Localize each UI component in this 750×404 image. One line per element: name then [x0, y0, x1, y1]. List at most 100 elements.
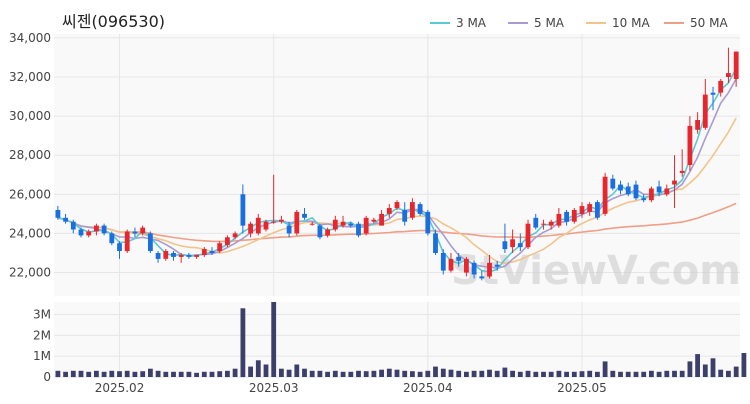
candle-body	[263, 221, 269, 230]
candle-body	[248, 223, 253, 234]
candle-body	[525, 223, 531, 248]
volume-bar	[556, 370, 562, 378]
candle-body	[541, 223, 546, 225]
volume-bar	[101, 371, 107, 377]
candle-body	[371, 219, 377, 222]
volume-bar	[302, 368, 307, 377]
candle-body	[687, 125, 693, 165]
candle-body	[325, 229, 330, 236]
volume-bar	[602, 361, 608, 377]
price-tick-label: 24,000	[9, 226, 51, 240]
volume-bar	[633, 371, 639, 377]
volume-bar	[186, 371, 192, 377]
volume-bar	[86, 371, 92, 377]
volume-bar	[155, 370, 161, 378]
price-panel-background	[54, 34, 740, 296]
candle-body	[209, 251, 215, 253]
volume-bar	[541, 371, 546, 377]
price-tick-label: 22,000	[9, 266, 51, 280]
candle-body	[78, 229, 84, 236]
candle-body	[171, 253, 176, 257]
volume-bar	[263, 364, 269, 377]
volume-bar	[286, 369, 292, 377]
volume-bar	[248, 366, 253, 377]
volume-bar	[641, 371, 647, 377]
candle-body	[217, 243, 223, 251]
ma-50-line	[57, 202, 737, 243]
volume-bar	[394, 369, 400, 377]
legend-label: 5 MA	[534, 16, 565, 30]
volume-bar	[618, 371, 623, 377]
volume-bar	[70, 370, 76, 378]
candle-body	[302, 213, 307, 218]
volume-bar	[448, 369, 454, 377]
volume-bar	[309, 370, 315, 378]
volume-bar	[656, 371, 662, 377]
candle-body	[109, 233, 115, 244]
candle-body	[379, 213, 384, 226]
volume-bar	[325, 371, 330, 377]
volume-bar	[425, 370, 431, 378]
candle-body	[533, 217, 539, 228]
volume-bar	[672, 370, 677, 378]
volume-bar	[525, 370, 531, 378]
volume-bar	[386, 368, 392, 377]
candle-body	[225, 237, 230, 246]
volume-bar	[255, 360, 261, 377]
price-tick-label: 32,000	[9, 70, 51, 84]
volume-bar	[741, 353, 747, 377]
time-tick-label: 2025.05	[557, 381, 607, 395]
volume-bar	[595, 371, 600, 377]
volume-bar	[217, 371, 223, 377]
candle-body	[610, 178, 616, 189]
volume-tick-label: 1M	[33, 349, 51, 363]
candle-body	[733, 51, 739, 79]
price-tick-label: 28,000	[9, 148, 51, 162]
candle-body	[402, 210, 408, 222]
candle-body	[695, 120, 700, 130]
ma-5-line	[57, 78, 737, 270]
volume-bar	[356, 370, 361, 378]
candle-body	[240, 194, 246, 226]
volume-bar	[78, 370, 84, 378]
candle-body	[279, 219, 284, 222]
candle-body	[356, 223, 361, 236]
candle-body	[571, 210, 577, 222]
volume-bar	[271, 302, 277, 377]
volume-bar	[510, 370, 515, 378]
volume-bar	[440, 368, 446, 377]
candle-body	[502, 241, 508, 250]
candle-body	[394, 202, 400, 208]
candle-body	[132, 231, 138, 234]
volume-bar	[479, 370, 485, 378]
candle-body	[255, 217, 261, 234]
volume-bar	[649, 370, 654, 378]
candle-body	[186, 254, 192, 257]
candle-body	[286, 225, 292, 234]
candle-body	[410, 202, 415, 218]
volume-bar	[464, 371, 469, 377]
candle-body	[633, 184, 639, 199]
volume-bar	[225, 370, 230, 378]
candle-body	[348, 223, 354, 226]
candle-body	[163, 251, 169, 259]
volume-bar	[201, 371, 207, 377]
volume-bar	[55, 370, 61, 378]
volume-bar	[733, 366, 739, 377]
candle-body	[440, 253, 446, 271]
candle-body	[448, 258, 454, 271]
volume-bar	[117, 371, 122, 377]
legend-label: 50 MA	[690, 16, 728, 30]
candle-body	[548, 221, 554, 226]
candle-body	[494, 264, 500, 267]
volume-bar	[548, 371, 554, 377]
candle-body	[710, 92, 716, 95]
volume-bar	[517, 371, 523, 377]
volume-bar	[163, 371, 169, 377]
legend-label: 10 MA	[612, 16, 650, 30]
volume-bar	[63, 371, 68, 377]
volume-tick-label: 3M	[33, 308, 51, 322]
volume-bar	[317, 370, 323, 378]
time-tick-label: 2025.03	[249, 381, 299, 395]
volume-bar	[171, 371, 176, 377]
